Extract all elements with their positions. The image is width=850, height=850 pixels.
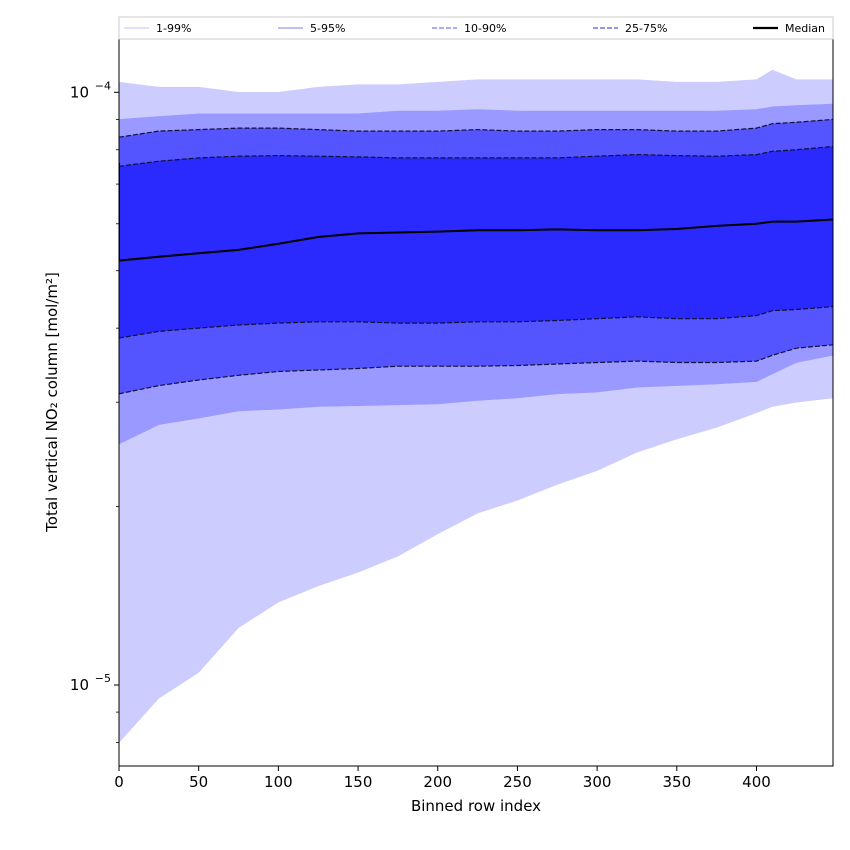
median-point: [317, 236, 319, 238]
legend-label: Median: [785, 22, 825, 35]
median-point: [716, 225, 718, 227]
band-1-99%-low-line: [119, 397, 833, 743]
median-point: [516, 229, 519, 231]
median-point: [477, 229, 479, 231]
x-tick-label: 250: [503, 773, 532, 791]
legend-label: 25-75%: [625, 22, 667, 35]
y-tick-label: 10: [70, 676, 89, 694]
median-point: [755, 223, 758, 225]
median-point: [676, 228, 678, 230]
median-point: [158, 256, 160, 258]
median-point: [596, 229, 598, 231]
band-5-95%-high-line: [119, 103, 833, 120]
band-10-90%-high-line: [119, 118, 833, 138]
legend-label: 5-95%: [310, 22, 345, 35]
y-tick-exponent: −4: [95, 79, 111, 92]
x-axis-label: Binned row index: [411, 797, 541, 815]
legend: 1-99% 5-95% 10-90% 25-75% Median: [118, 16, 834, 40]
x-tick-label: 150: [344, 773, 373, 791]
median-point: [237, 249, 240, 251]
x-tick-label: 200: [423, 773, 452, 791]
x-tick-label: 100: [264, 773, 293, 791]
band-25-75%-low-line: [119, 306, 833, 339]
band-25-75%-high-line: [119, 145, 833, 167]
band-25-75%-area: [119, 146, 833, 338]
bands-layer: [119, 69, 833, 743]
legend-label: 1-99%: [156, 22, 191, 35]
median-point: [636, 229, 638, 231]
median-point: [556, 228, 558, 230]
x-tick-label: 400: [742, 773, 771, 791]
legend-label: 10-90%: [464, 22, 506, 35]
y-tick-exponent: −5: [95, 672, 111, 685]
band-5-95%-low-line: [119, 355, 833, 445]
x-tick-label: 300: [583, 773, 612, 791]
median-point: [357, 232, 359, 234]
median-layer: [119, 162, 833, 262]
legend-box: [118, 16, 834, 40]
x-tick-label: 350: [662, 773, 691, 791]
median-point: [437, 231, 439, 233]
y-axis: 10 −5 10 −4: [70, 79, 119, 743]
band-10-90%-low-line: [119, 344, 833, 395]
x-axis: 0 50 100 150 200 250 300 350 400: [114, 766, 771, 791]
band-1-99%-high-line: [119, 69, 833, 93]
x-tick-label: 50: [189, 773, 208, 791]
median-point: [397, 231, 399, 234]
y-tick-label: 10: [70, 83, 89, 101]
median-point: [277, 243, 279, 245]
median-point: [771, 221, 774, 223]
median-point: [198, 252, 200, 254]
y-axis-label: Total vertical NO₂ column [mol/m²]: [43, 272, 61, 533]
x-tick-label: 0: [114, 773, 124, 791]
median-point: [795, 221, 797, 223]
